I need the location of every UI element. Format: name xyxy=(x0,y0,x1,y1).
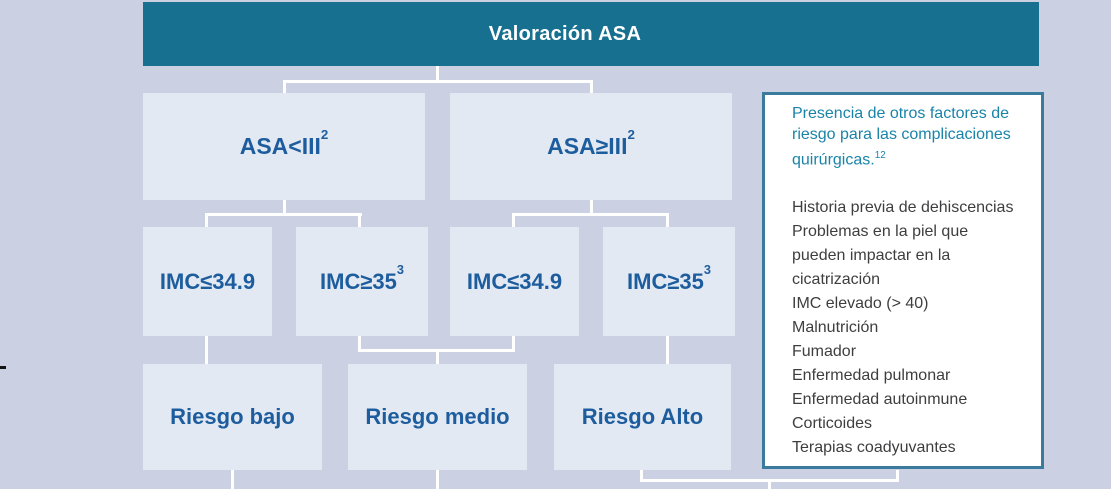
risk-factor-item: Malnutrición xyxy=(792,319,879,337)
superscript: 3 xyxy=(396,262,404,278)
node-label: IMC≤34.9 xyxy=(159,268,256,294)
risk-factor-item: Problemas en la piel que pueden impactar… xyxy=(792,223,969,289)
connector-line xyxy=(666,213,669,227)
connector-line xyxy=(436,470,439,489)
connector-line xyxy=(358,213,361,227)
connector-line xyxy=(436,66,439,80)
node-label: Riesgo bajo xyxy=(170,404,295,429)
superscript: 2 xyxy=(627,127,635,143)
connector-line xyxy=(666,336,669,364)
connector-line xyxy=(283,80,593,83)
node-imc-high-right: IMC≥353 xyxy=(603,227,735,336)
connector-line xyxy=(768,479,771,489)
side-panel: Presencia de otros factores de riesgo pa… xyxy=(762,92,1044,469)
connector-line xyxy=(358,336,361,351)
connector-line xyxy=(205,213,208,227)
connector-line xyxy=(283,200,286,213)
connector-line xyxy=(640,470,643,481)
connector-line xyxy=(896,470,899,481)
node-imc-low-right: IMC≤34.9 xyxy=(450,227,579,336)
node-label: Riesgo Alto xyxy=(581,404,704,429)
risk-factor-item: Enfermedad autoinmune xyxy=(792,391,968,409)
risk-factor-item: IMC elevado (> 40) xyxy=(792,295,929,313)
node-label: IMC≥35 xyxy=(627,268,704,294)
superscript: 2 xyxy=(320,127,329,143)
node-label: IMC≤34.9 xyxy=(466,268,563,294)
node-label: ASA<III xyxy=(239,133,321,159)
connector-line xyxy=(512,336,515,351)
node-risk-high: Riesgo Alto xyxy=(554,364,731,470)
risk-factor-item: Fumador xyxy=(792,343,857,361)
connector-line xyxy=(436,349,439,364)
risk-factor-item: Corticoides xyxy=(792,415,873,433)
connector-line xyxy=(590,200,593,213)
side-panel-heading-text: Presencia de otros factores de riesgo pa… xyxy=(792,105,1011,169)
node-imc-low-left: IMC≤34.9 xyxy=(143,227,272,336)
risk-factor-item: Enfermedad pulmonar xyxy=(792,367,951,385)
connector-line xyxy=(205,213,362,216)
page-title: Valoración ASA xyxy=(488,22,642,45)
connector-line xyxy=(512,213,515,227)
node-risk-medium: Riesgo medio xyxy=(348,364,527,470)
connector-line xyxy=(231,470,234,489)
connector-line xyxy=(590,80,593,93)
crop-artifact-dash xyxy=(0,366,6,369)
header-bar: Valoración ASA xyxy=(143,2,1039,66)
node-label: IMC≥35 xyxy=(320,268,397,294)
connector-line xyxy=(283,80,286,93)
superscript: 3 xyxy=(703,262,711,278)
side-panel-heading: Presencia de otros factores de riesgo pa… xyxy=(792,103,1029,170)
risk-factor-item: Terapias coadyuvantes xyxy=(792,439,956,457)
risk-factor-list: Historia previa de dehiscencias Problemas… xyxy=(792,196,1029,460)
superscript: 12 xyxy=(874,150,886,161)
node-risk-low: Riesgo bajo xyxy=(143,364,322,470)
node-label: Riesgo medio xyxy=(365,404,510,429)
node-asa-lt-iii: ASA<III2 xyxy=(143,93,425,200)
risk-factor-item: Historia previa de dehiscencias xyxy=(792,199,1014,217)
node-imc-high-left: IMC≥353 xyxy=(296,227,428,336)
node-asa-ge-iii: ASA≥III2 xyxy=(450,93,732,200)
node-label: ASA≥III xyxy=(547,133,628,159)
connector-line xyxy=(205,336,208,364)
connector-line xyxy=(512,213,669,216)
